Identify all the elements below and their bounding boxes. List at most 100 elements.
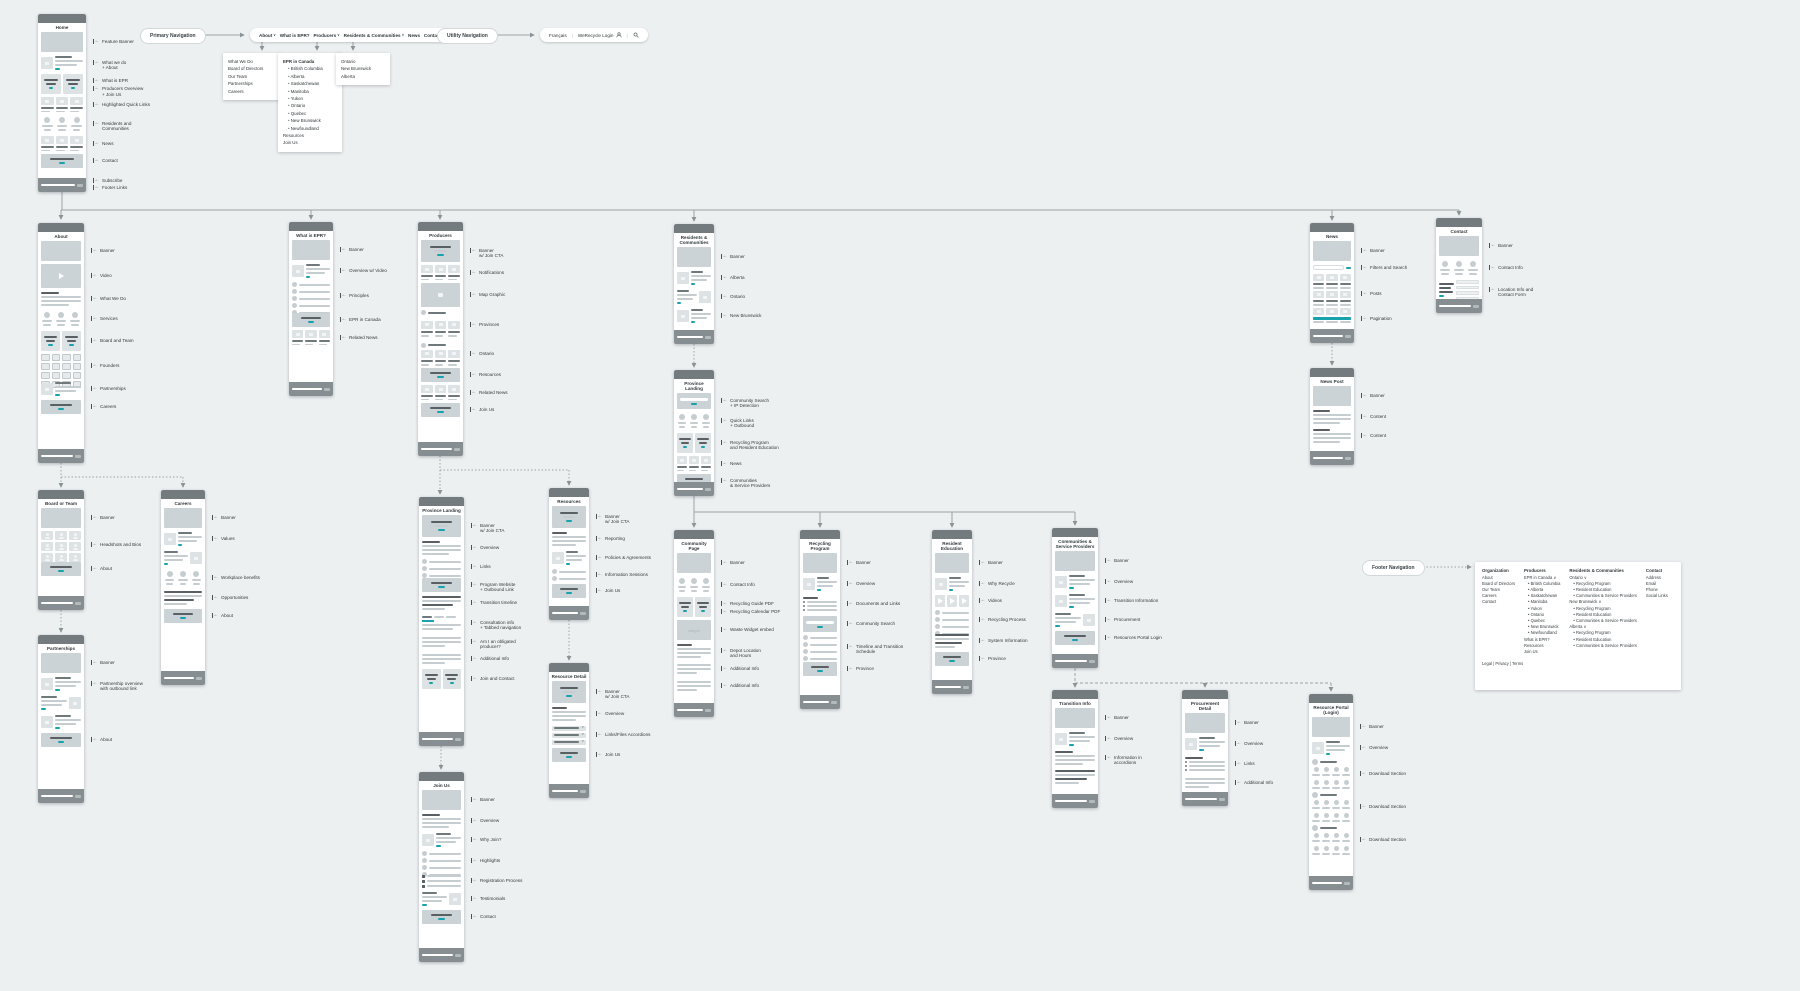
menu-item-partnerships[interactable]: Partnerships <box>228 81 253 87</box>
annotation-label: Banner <box>730 254 745 259</box>
page-card-resportal[interactable]: Resource Portal (Login) <box>1309 694 1353 890</box>
footer-link[interactable]: Social Links <box>1645 593 1668 599</box>
footer-link[interactable]: EPR in Canada ∨ <box>1524 574 1557 580</box>
nav-item-what-is-epr-[interactable]: What is EPR? <box>279 32 310 38</box>
menu-item-new-brunswick[interactable]: New Brunswick <box>283 117 337 124</box>
menu-item-our-team[interactable]: Our Team <box>228 73 248 79</box>
annotation-label: Additional Info <box>730 666 760 671</box>
footer-legal-links[interactable]: Legal | Privacy | Terms <box>1482 661 1524 667</box>
footer-link[interactable]: • Communities & Service Providers <box>1573 618 1637 624</box>
menu-item-ontario[interactable]: Ontario <box>341 59 356 64</box>
page-card-newspost[interactable]: News Post <box>1310 368 1354 465</box>
page-card-resources[interactable]: Resources <box>549 488 589 620</box>
footer-link[interactable]: • Newfoundland <box>1528 630 1557 636</box>
page-card-rescomm[interactable]: Residents & Communities <box>674 224 714 344</box>
footer-link[interactable]: What is EPR? <box>1524 636 1550 642</box>
footer-link[interactable]: • Recycling Program <box>1573 605 1611 611</box>
annotation-label: Banner w/ Join CTA <box>479 248 504 259</box>
page-card-transinfo[interactable]: Transition Info <box>1052 690 1098 808</box>
page-card-procdetail[interactable]: Procurement Detail <box>1182 690 1228 806</box>
menu-item-saskatchewan[interactable]: Saskatchewan <box>283 80 337 87</box>
footer-link[interactable]: • Communities & Service Providers <box>1573 593 1637 599</box>
page-card-plp[interactable]: Province Landing <box>419 497 464 746</box>
footer-link[interactable]: Phone <box>1645 587 1658 592</box>
footer-link[interactable]: • Yukon <box>1528 605 1542 611</box>
annotation-label: EPR in Canada <box>349 317 381 322</box>
utility-item-search-icon[interactable] <box>633 32 639 38</box>
menu-item-what-we-do[interactable]: What We Do <box>228 59 253 64</box>
footer-link[interactable]: • Communities & Service Providers <box>1573 642 1637 648</box>
page-card-csp[interactable]: Communities & Service Providers <box>1052 528 1098 668</box>
footer-link[interactable]: • Ontario <box>1528 611 1544 617</box>
footer-link[interactable]: Email <box>1645 580 1657 586</box>
search-icon[interactable] <box>633 32 639 38</box>
utility-item-fran-ais[interactable]: Français <box>549 32 567 38</box>
menu-item-careers[interactable]: Careers <box>228 88 244 94</box>
nav-item-news[interactable]: News <box>408 32 421 38</box>
page-card-joinus[interactable]: Join Us <box>419 772 464 962</box>
menu-item-british-columbia[interactable]: British Columbia <box>283 65 337 72</box>
menu-item-new-brunswick[interactable]: New Brunswick <box>341 66 372 72</box>
page-card-recprog[interactable]: Recycling Program <box>800 530 840 709</box>
page-card-resedu[interactable]: Resident Education <box>932 530 972 694</box>
page-card-community[interactable]: Community Page widget <box>674 530 714 717</box>
footer-link[interactable]: • Resident Education <box>1573 587 1612 592</box>
annotation-arrow-icon: ← <box>470 268 477 275</box>
page-card-news[interactable]: News <box>1310 223 1354 343</box>
footer-link[interactable]: Resources <box>1524 642 1544 648</box>
nav-item-about[interactable]: About ∨ <box>259 32 276 38</box>
menu-item-ontario[interactable]: Ontario <box>283 102 337 109</box>
footer-link[interactable]: About <box>1482 574 1493 580</box>
page-card-epr[interactable]: What is EPR? <box>289 222 333 396</box>
menu-item-manitoba[interactable]: Manitoba <box>283 88 337 95</box>
nav-item-producers[interactable]: Producers ∨ <box>313 32 340 38</box>
annotation-label: Location Info and Contact Form <box>1498 287 1534 298</box>
page-card-about[interactable]: About <box>38 223 84 463</box>
footer-link[interactable]: Ontario ∨ <box>1569 574 1587 580</box>
footer-link[interactable]: • Alberta <box>1528 587 1544 592</box>
footer-link[interactable]: New Brunswick ∨ <box>1569 599 1602 605</box>
footer-link[interactable]: Careers <box>1482 593 1497 599</box>
menu-heading-epr-in-canada[interactable]: EPR in Canada <box>283 59 315 64</box>
page-card-resdetail[interactable]: Resource Detail ∨ ∨ ∨ <box>549 663 589 798</box>
footer-link[interactable]: • New Brunswick <box>1528 624 1559 630</box>
footer-link[interactable]: • Recycling Program <box>1573 580 1611 586</box>
menu-item-resources[interactable]: Resources <box>283 133 304 139</box>
page-card-producers[interactable]: Producers <box>418 222 463 456</box>
card-footer-band <box>419 732 464 746</box>
footer-link[interactable]: Alberta ∨ <box>1569 624 1587 630</box>
menu-item-quebec[interactable]: Quebec <box>283 110 337 117</box>
footer-link[interactable]: Our Team <box>1482 587 1500 592</box>
footer-link[interactable]: • Manitoba <box>1528 599 1548 605</box>
page-card-home[interactable]: Home <box>38 14 86 192</box>
footer-link[interactable]: Address <box>1645 574 1661 580</box>
footer-link[interactable]: • Recycling Program <box>1573 630 1611 636</box>
annotation-arrow-icon: ← <box>721 559 728 565</box>
nav-item-residents-communities[interactable]: Residents & Communities ∨ <box>343 32 405 38</box>
menu-item-board-of-directors[interactable]: Board of Directors <box>228 66 264 72</box>
section-annotation: ← System Information <box>979 638 1049 643</box>
card-footer-band <box>1310 329 1354 343</box>
annotation-arrow-icon: ← <box>847 620 854 626</box>
wireframe-section-cta <box>292 313 330 328</box>
page-card-contact[interactable]: Contact <box>1436 218 1482 313</box>
page-card-board[interactable]: Board or Team <box>38 490 84 610</box>
utility-item-werecycle-login[interactable]: WeRecycle Login <box>578 32 622 38</box>
footer-link[interactable]: • British Columbia <box>1528 580 1561 586</box>
page-card-partnerships[interactable]: Partnerships <box>38 635 84 803</box>
menu-item-join-us[interactable]: Join Us <box>283 140 298 146</box>
footer-link[interactable]: Join Us <box>1524 649 1538 655</box>
footer-link[interactable]: Board of Directors <box>1482 580 1515 586</box>
footer-link[interactable]: Contact <box>1482 599 1497 605</box>
menu-item-newfoundland[interactable]: Newfoundland <box>283 125 337 132</box>
footer-link[interactable]: • Saskatchewan <box>1528 593 1558 599</box>
menu-item-yukon[interactable]: Yukon <box>283 95 337 102</box>
nav-item-contact[interactable]: Contact <box>423 32 441 38</box>
footer-link[interactable]: • Resident Education <box>1573 611 1612 617</box>
menu-item-alberta[interactable]: Alberta <box>341 73 355 79</box>
page-card-careers[interactable]: Careers <box>161 490 205 685</box>
footer-link[interactable]: • Resident Education <box>1573 636 1612 642</box>
page-card-plrc[interactable]: Province Landing <box>674 370 714 496</box>
footer-link[interactable]: • Quebec <box>1528 618 1545 624</box>
menu-item-alberta[interactable]: Alberta <box>283 73 337 80</box>
